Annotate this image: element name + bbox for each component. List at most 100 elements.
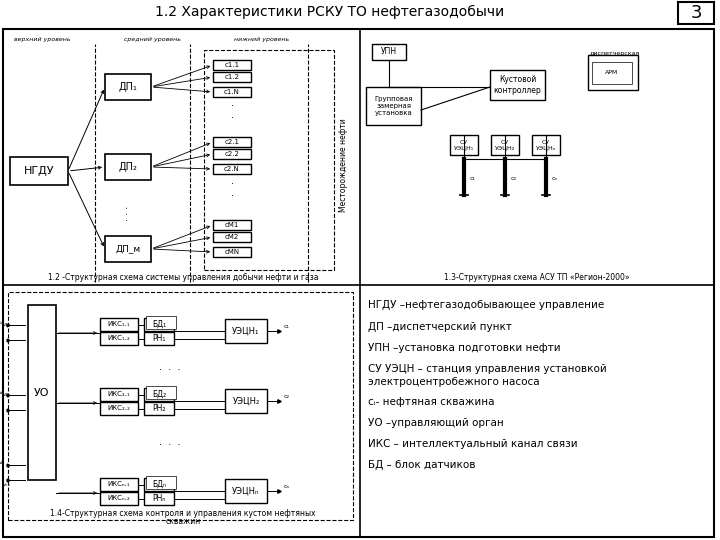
Text: средний уровень: средний уровень xyxy=(124,37,181,43)
Bar xyxy=(450,135,478,155)
Text: СУ
УЭЦН₂: СУ УЭЦН₂ xyxy=(495,140,515,151)
Bar xyxy=(225,479,267,503)
Bar xyxy=(213,164,251,174)
Text: ДП₂: ДП₂ xyxy=(119,162,138,172)
Text: сМ1: сМ1 xyxy=(225,222,239,228)
Text: АРМ: АРМ xyxy=(606,71,618,76)
Text: ДП_м: ДП_м xyxy=(115,245,140,253)
Text: ИКС – интеллектуальный канал связи: ИКС – интеллектуальный канал связи xyxy=(368,439,577,449)
Bar xyxy=(678,2,714,24)
Text: БДₙ: БДₙ xyxy=(152,480,166,489)
Bar xyxy=(100,402,138,415)
Bar xyxy=(144,388,174,401)
Text: ИКС₁.₁: ИКС₁.₁ xyxy=(108,321,130,327)
Bar xyxy=(144,318,174,331)
Bar xyxy=(213,149,251,159)
Bar xyxy=(105,236,151,262)
Bar xyxy=(144,332,174,345)
Text: УПН –установка подготовки нефти: УПН –установка подготовки нефти xyxy=(368,343,561,353)
Bar xyxy=(491,135,519,155)
Text: · · ·: · · · xyxy=(123,205,133,221)
Bar xyxy=(144,478,174,491)
Text: cₙ: cₙ xyxy=(552,176,558,180)
Bar xyxy=(592,62,632,84)
Bar xyxy=(146,316,176,329)
Text: Групповая
замерная
установка: Групповая замерная установка xyxy=(374,96,413,116)
Text: Кустовой
контроллер: Кустовой контроллер xyxy=(494,75,541,94)
Text: ДП –диспетчерский пункт: ДП –диспетчерский пункт xyxy=(368,322,512,332)
Text: 1.2 Характеристики РСКУ ТО нефтегазодобычи: 1.2 Характеристики РСКУ ТО нефтегазодобы… xyxy=(156,5,505,19)
Bar xyxy=(28,305,56,480)
Text: 1.2 -Структурная схема системы управления добычи нефти и газа: 1.2 -Структурная схема системы управлени… xyxy=(48,273,318,282)
Bar xyxy=(213,72,251,82)
Text: ИКСₙ.₂: ИКСₙ.₂ xyxy=(107,496,130,502)
Bar xyxy=(213,60,251,70)
Bar xyxy=(100,388,138,401)
Text: РН₂: РН₂ xyxy=(152,404,166,413)
Bar xyxy=(532,135,560,155)
Bar xyxy=(372,44,406,60)
Text: ·  ·  ·: · · · xyxy=(159,365,181,375)
Bar xyxy=(100,478,138,491)
Text: v₂: v₂ xyxy=(3,392,9,396)
Text: УО –управляющий орган: УО –управляющий орган xyxy=(368,418,504,428)
Text: сМ2: сМ2 xyxy=(225,234,239,240)
Text: БД₁: БД₁ xyxy=(152,320,166,329)
Text: УЭЦН₁: УЭЦН₁ xyxy=(233,327,260,335)
Text: c2.1: c2.1 xyxy=(225,139,240,145)
Text: ИКС₂.₁: ИКС₂.₁ xyxy=(107,392,130,397)
Bar xyxy=(144,492,174,505)
Bar xyxy=(213,137,251,147)
Text: ИКС₁.₂: ИКС₁.₂ xyxy=(107,335,130,341)
Text: ИКСₙ.₁: ИКСₙ.₁ xyxy=(108,482,130,488)
Bar xyxy=(588,55,638,90)
Bar xyxy=(144,402,174,415)
Text: v₂: v₂ xyxy=(0,389,5,395)
Text: сMN: сMN xyxy=(225,249,240,255)
Text: РН₁: РН₁ xyxy=(153,334,166,343)
Text: скважин: скважин xyxy=(166,517,201,526)
Text: ИКС₂.₂: ИКС₂.₂ xyxy=(107,406,130,411)
Text: c1.1: c1.1 xyxy=(225,62,240,68)
Text: ·  ·  ·: · · · xyxy=(159,440,181,450)
Bar xyxy=(225,389,267,413)
Bar xyxy=(213,87,251,97)
Bar xyxy=(213,232,251,242)
Bar xyxy=(490,70,545,100)
Text: vₙ: vₙ xyxy=(0,460,5,464)
Text: v₁ₙ: v₁ₙ xyxy=(3,321,11,327)
Text: 1.4-Структурная схема контроля и управления кустом нефтяных: 1.4-Структурная схема контроля и управле… xyxy=(50,509,316,518)
Text: верхний уровень: верхний уровень xyxy=(14,37,71,43)
Text: ·
·: · · xyxy=(230,101,233,123)
Text: v₁ₙ: v₁ₙ xyxy=(0,320,5,325)
Bar xyxy=(146,386,176,399)
Text: c₁: c₁ xyxy=(284,325,290,329)
Text: c1.N: c1.N xyxy=(224,89,240,95)
Text: c₂: c₂ xyxy=(511,176,517,180)
Bar xyxy=(8,292,353,520)
Bar xyxy=(100,318,138,331)
Text: НГДУ –нефтегазодобывающее управление: НГДУ –нефтегазодобывающее управление xyxy=(368,300,604,310)
Text: электроцентробежного насоса: электроцентробежного насоса xyxy=(368,377,539,387)
Text: c2.2: c2.2 xyxy=(225,151,240,157)
Text: РНₙ: РНₙ xyxy=(153,494,166,503)
Text: Месторождение нефти: Месторождение нефти xyxy=(338,118,348,212)
Bar xyxy=(366,87,421,125)
Bar xyxy=(204,50,334,270)
Text: НГДУ: НГДУ xyxy=(24,166,54,176)
Text: c1.2: c1.2 xyxy=(225,74,240,80)
Text: c₁: c₁ xyxy=(470,176,476,180)
Bar xyxy=(225,319,267,343)
Text: cᵢ- нефтяная скважина: cᵢ- нефтяная скважина xyxy=(368,397,495,407)
Bar xyxy=(146,476,176,489)
Bar xyxy=(10,157,68,185)
Text: УПН: УПН xyxy=(381,48,397,57)
Bar xyxy=(213,247,251,257)
Text: БД₂: БД₂ xyxy=(152,390,166,399)
Text: БД – блок датчиков: БД – блок датчиков xyxy=(368,460,475,470)
Bar xyxy=(100,492,138,505)
Bar xyxy=(100,332,138,345)
Text: c₂: c₂ xyxy=(284,395,290,400)
Text: ·
·: · · xyxy=(230,179,233,201)
Text: УЭЦН₂: УЭЦН₂ xyxy=(233,396,260,406)
